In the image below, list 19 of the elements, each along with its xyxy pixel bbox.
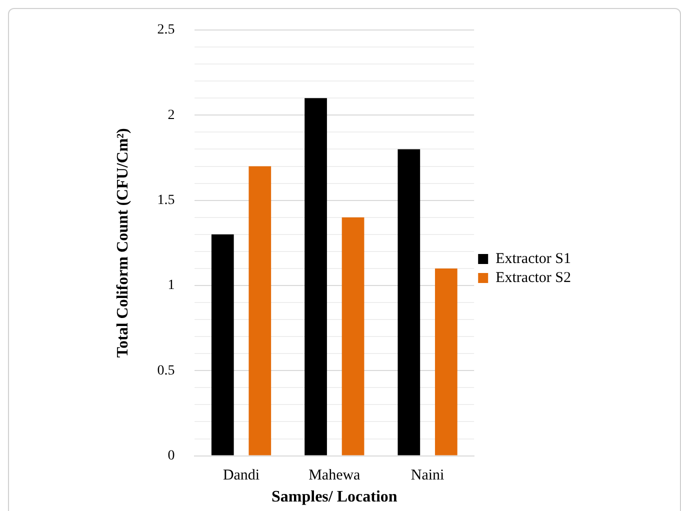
- y-tick-label: 2.5: [157, 22, 175, 38]
- bar: [304, 98, 327, 456]
- legend-label: Extractor S2: [496, 270, 572, 286]
- x-tick-label: Mahewa: [308, 468, 361, 484]
- x-tick-label: Naini: [410, 468, 444, 484]
- x-axis-title: Samples/ Location: [272, 488, 398, 506]
- bar: [342, 217, 364, 456]
- y-tick-label: 1: [168, 278, 175, 294]
- bar: [248, 166, 272, 456]
- bar: [398, 149, 420, 456]
- y-tick-label: 0: [168, 448, 175, 464]
- x-tick-label: Dandi: [222, 468, 260, 484]
- legend-label: Extractor S1: [496, 250, 572, 267]
- y-axis-title: Total Coliform Count (CFU/Cm²): [114, 128, 132, 358]
- y-tick-label: 2: [168, 108, 175, 123]
- bar: [434, 268, 458, 456]
- bar: [211, 234, 234, 456]
- y-tick-label: 0.5: [157, 363, 175, 378]
- y-tick-label: 1.5: [157, 192, 175, 208]
